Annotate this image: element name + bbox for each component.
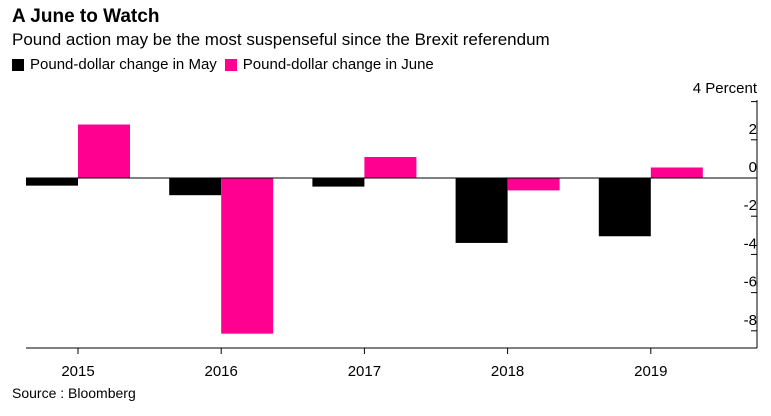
chart-subtitle: Pound action may be the most suspenseful… [12, 30, 550, 49]
bar-june-2015 [78, 124, 130, 178]
bar-june-2018 [507, 178, 560, 191]
bar-may-2015 [26, 178, 78, 186]
bar-may-2019 [598, 178, 651, 237]
bar-group [26, 124, 703, 334]
y-tick-label--2: -2 [744, 197, 757, 214]
y-tick-label-0: 0 [749, 159, 757, 176]
chart-title: A June to Watch [12, 6, 160, 27]
x-tick-label-2016: 2016 [205, 363, 238, 380]
legend-label-june: Pound-dollar change in June [242, 56, 434, 73]
y-tick-label--6: -6 [744, 274, 757, 291]
bar-june-2019 [650, 167, 703, 178]
y-tick-label--4: -4 [744, 235, 757, 252]
bar-may-2017 [312, 178, 365, 187]
legend-item-june: Pound-dollar change in June [224, 56, 434, 73]
bar-may-2016 [169, 178, 222, 196]
bar-june-2017 [364, 156, 417, 178]
x-tick-label-2018: 2018 [491, 363, 524, 380]
y-tick-label--8: -8 [744, 312, 757, 329]
y-tick-label-2: 2 [749, 121, 757, 138]
x-tick-label-2017: 2017 [348, 363, 381, 380]
x-axis-ticks: 2015 2016 2017 2018 2019 [61, 348, 667, 380]
y-axis-ticks: 4 Percent 2 0 -2 -4 -6 -8 [693, 80, 758, 332]
source-note: Source : Bloomberg [12, 385, 136, 401]
legend-label-may: Pound-dollar change in May [30, 56, 217, 73]
legend-item-may: Pound-dollar change in May [12, 56, 217, 73]
legend: Pound-dollar change in May Pound-dollar … [12, 56, 442, 73]
legend-swatch-june [224, 58, 237, 71]
y-axis-top-label: 4 Percent [693, 80, 758, 97]
x-tick-label-2015: 2015 [61, 363, 94, 380]
legend-swatch-may [12, 58, 24, 71]
x-tick-label-2019: 2019 [634, 363, 667, 380]
bar-may-2018 [455, 178, 508, 243]
bar-june-2016 [221, 178, 274, 334]
